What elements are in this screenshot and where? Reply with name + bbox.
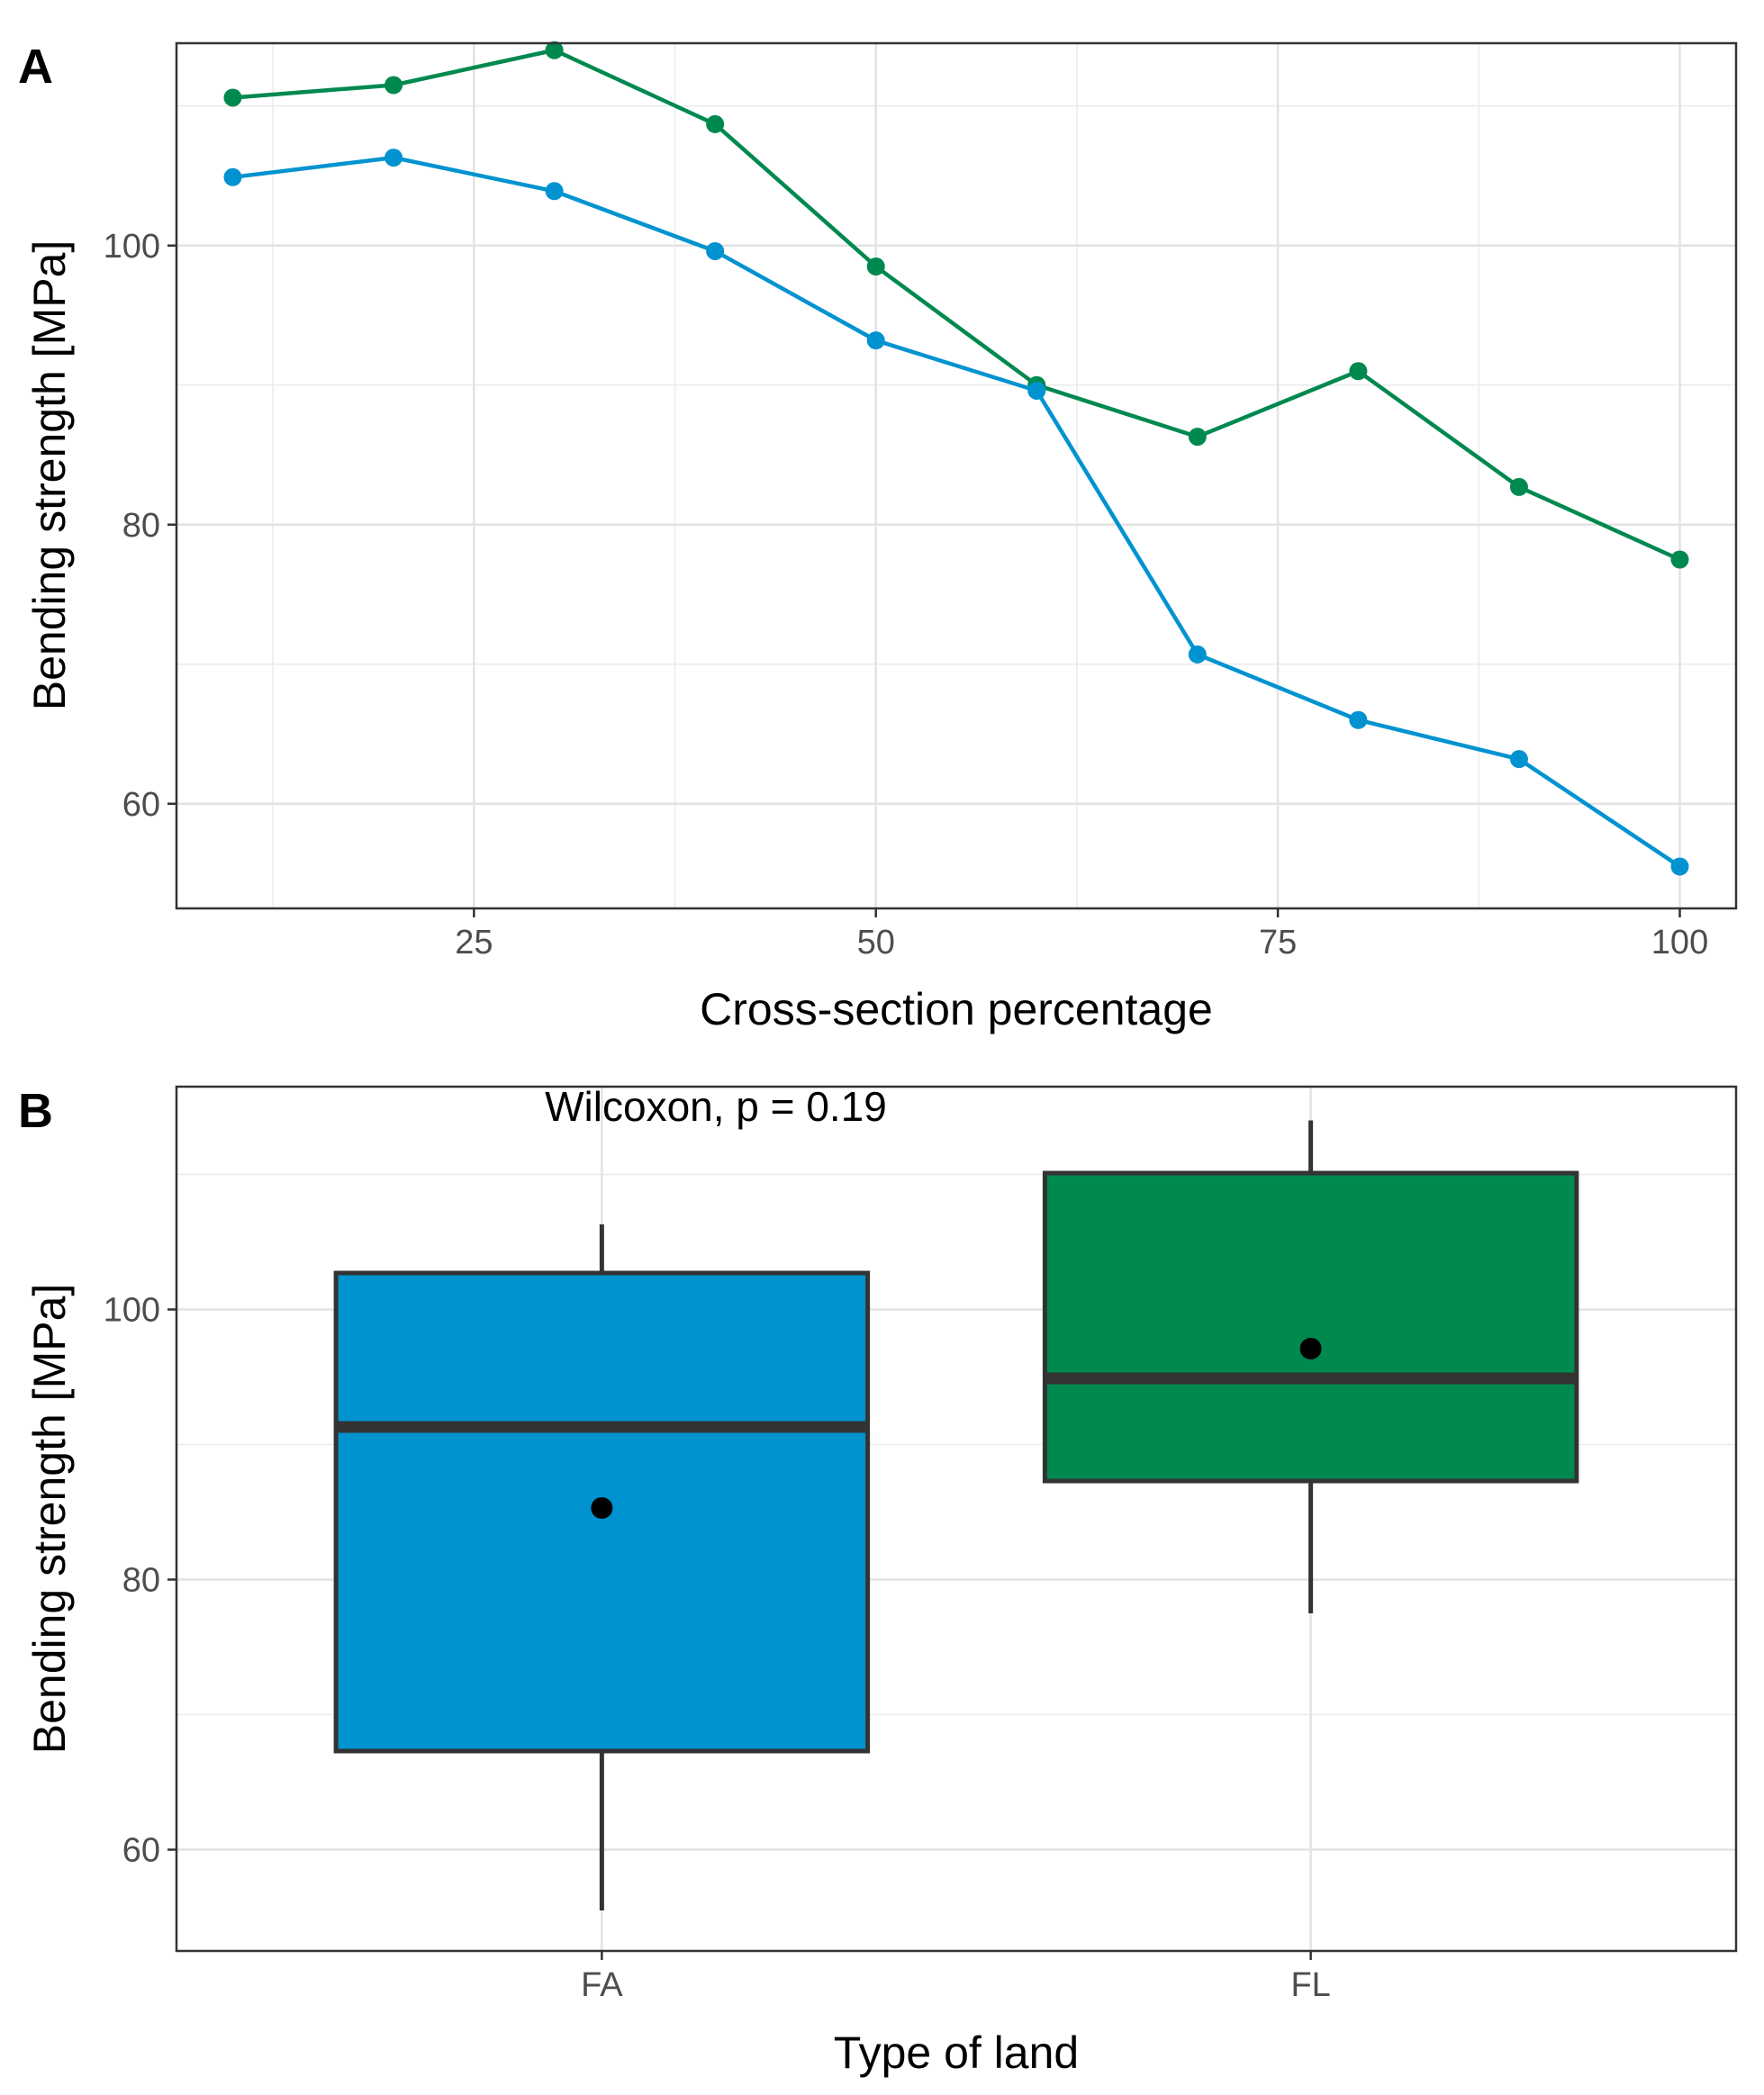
panel-b-x-tick-label: FA [581, 1966, 623, 2004]
panel-a-series-2-point [866, 331, 885, 350]
panel-a-series-1-point [1509, 477, 1528, 496]
panel-a-series-1-point [1670, 550, 1689, 569]
panel-a-y-tick-label: 100 [104, 228, 160, 266]
panel-a-series-2-point [1349, 710, 1368, 729]
panel-a-series [223, 41, 1689, 876]
panel-a-x-axis-title: Cross-section percentage [700, 984, 1213, 1034]
panel-a-y-axis-title: Bending strength [MPa] [24, 240, 75, 711]
panel-a-series-1-line [232, 48, 1681, 562]
panel-b-letter: B [18, 1084, 53, 1138]
panel-b-y-tick-label: 80 [122, 1562, 160, 1600]
panel-a-line-chart: A 25 50 75 100 60 80 100 Cross-section percent… [18, 40, 1738, 1034]
panel-b-x-tick-label: FL [1290, 1966, 1330, 2004]
panel-a-x-tick-label: 100 [1651, 924, 1708, 962]
panel-a-x-tick-label: 25 [455, 924, 493, 962]
panel-a-x-tick-label: 75 [1259, 924, 1297, 962]
panel-a-series-2-point [1509, 750, 1528, 769]
box-fl-body [1042, 1170, 1579, 1484]
panel-a-x-tick-label: 50 [857, 924, 895, 962]
panel-b-y-tick-label: 100 [104, 1292, 160, 1330]
panel-a-series-2-point [545, 182, 564, 201]
panel-b-box-plot: B FA FL 60 80 100 Wilcoxon, p = 0.19 Type of… [18, 1083, 1738, 2078]
panel-a-series-1-point [223, 88, 242, 107]
panel-a-gridlines [176, 43, 1736, 908]
panel-b-x-axis-title: Type of land [834, 2027, 1079, 2078]
panel-a-series-1-point [384, 76, 403, 95]
panel-a-series-2-point [706, 241, 725, 260]
panel-a-series-2-point [1027, 381, 1046, 400]
panel-a-series-1-point [706, 114, 725, 133]
panel-a-series-2-line [232, 155, 1681, 869]
panel-a-letter: A [18, 40, 53, 94]
panel-a-series-2-point [384, 149, 403, 167]
panel-a-series-1-point [545, 41, 564, 59]
panel-b-y-axis-title: Bending strength [MPa] [24, 1284, 75, 1755]
panel-a-plot-background [176, 43, 1736, 908]
panel-a-series-2-point [1670, 857, 1689, 876]
panel-b-ticks: FA FL 60 80 100 [104, 1292, 1331, 2005]
panel-b-plot-border [175, 1085, 1738, 1953]
wilcoxon-annotation: Wilcoxon, p = 0.19 [545, 1083, 887, 1130]
panel-a-series-1-point [1188, 428, 1207, 447]
panel-b-y-tick-label: 60 [122, 1832, 160, 1870]
panel-a-ticks: 25 50 75 100 60 80 100 [104, 228, 1709, 962]
panel-a-series-2-point [1188, 645, 1207, 664]
panel-a-y-tick-label: 80 [122, 507, 160, 545]
box-fl-mean-point [1299, 1338, 1322, 1359]
panel-a-plot-border [175, 41, 1738, 910]
panel-b-boxes [333, 1120, 1579, 1910]
panel-a-series-1-point [1349, 362, 1368, 381]
panel-a-y-tick-label: 60 [122, 786, 160, 824]
panel-a-series-2-point [223, 167, 242, 186]
box-fa-mean-point [591, 1497, 613, 1519]
panel-a-series-1-point [866, 257, 885, 275]
